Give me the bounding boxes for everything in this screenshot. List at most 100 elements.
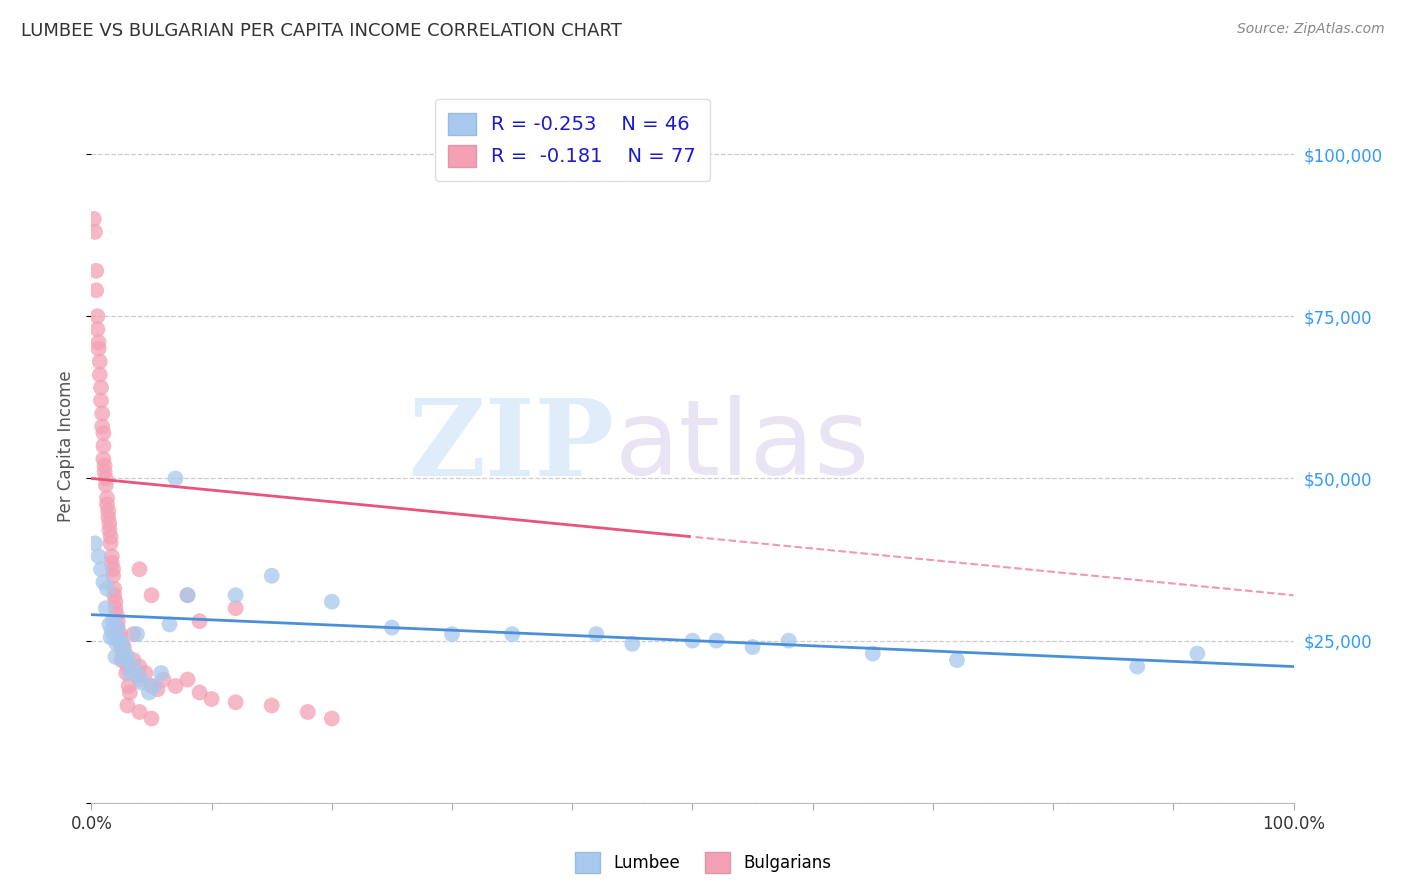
- Point: [125, 627, 148, 641]
- Point: [93, 452, 115, 467]
- Point: [101, 549, 124, 564]
- Point: [946, 653, 969, 667]
- Point: [90, 393, 112, 408]
- Point: [90, 562, 112, 576]
- Point: [225, 695, 247, 709]
- Point: [107, 621, 129, 635]
- Point: [108, 633, 131, 648]
- Point: [98, 617, 121, 632]
- Text: LUMBEE VS BULGARIAN PER CAPITA INCOME CORRELATION CHART: LUMBEE VS BULGARIAN PER CAPITA INCOME CO…: [21, 22, 621, 40]
- Point: [176, 588, 198, 602]
- Point: [128, 705, 150, 719]
- Point: [110, 633, 132, 648]
- Point: [101, 556, 124, 570]
- Point: [86, 310, 108, 324]
- Point: [138, 685, 160, 699]
- Point: [117, 649, 139, 664]
- Point: [98, 516, 121, 531]
- Point: [110, 653, 132, 667]
- Point: [188, 614, 211, 628]
- Point: [93, 575, 115, 590]
- Point: [101, 624, 124, 638]
- Point: [97, 504, 120, 518]
- Point: [117, 659, 139, 673]
- Point: [1187, 647, 1209, 661]
- Point: [94, 471, 117, 485]
- Point: [114, 653, 136, 667]
- Text: Source: ZipAtlas.com: Source: ZipAtlas.com: [1237, 22, 1385, 37]
- Point: [165, 679, 187, 693]
- Point: [706, 633, 728, 648]
- Point: [188, 685, 211, 699]
- Point: [112, 640, 135, 654]
- Point: [93, 465, 115, 479]
- Point: [741, 640, 763, 654]
- Legend: Lumbee, Bulgarians: Lumbee, Bulgarians: [568, 846, 838, 880]
- Point: [201, 692, 224, 706]
- Point: [176, 588, 198, 602]
- Point: [225, 588, 247, 602]
- Point: [87, 342, 110, 356]
- Point: [93, 425, 115, 440]
- Point: [165, 471, 187, 485]
- Point: [100, 631, 122, 645]
- Point: [321, 595, 343, 609]
- Point: [297, 705, 319, 719]
- Point: [141, 711, 163, 725]
- Point: [100, 536, 122, 550]
- Point: [107, 614, 129, 628]
- Point: [84, 283, 107, 297]
- Point: [98, 524, 121, 538]
- Point: [225, 601, 247, 615]
- Point: [260, 698, 283, 713]
- Point: [103, 582, 125, 596]
- Point: [118, 666, 141, 681]
- Point: [107, 627, 129, 641]
- Point: [103, 631, 125, 645]
- Point: [128, 562, 150, 576]
- Point: [96, 497, 118, 511]
- Point: [87, 335, 110, 350]
- Point: [87, 549, 110, 564]
- Point: [86, 322, 108, 336]
- Point: [94, 601, 117, 615]
- Point: [105, 637, 128, 651]
- Point: [104, 601, 127, 615]
- Point: [111, 637, 134, 651]
- Legend: R = -0.253    N = 46, R =  -0.181    N = 77: R = -0.253 N = 46, R = -0.181 N = 77: [434, 99, 710, 181]
- Point: [89, 354, 111, 368]
- Point: [122, 627, 145, 641]
- Point: [131, 675, 153, 690]
- Point: [440, 627, 463, 641]
- Point: [176, 673, 198, 687]
- Point: [114, 647, 136, 661]
- Point: [146, 682, 169, 697]
- Point: [110, 640, 132, 654]
- Point: [141, 679, 163, 693]
- Point: [96, 582, 118, 596]
- Point: [134, 666, 156, 681]
- Point: [110, 627, 132, 641]
- Point: [1126, 659, 1149, 673]
- Point: [128, 673, 150, 687]
- Point: [93, 458, 115, 473]
- Point: [89, 368, 111, 382]
- Point: [142, 679, 165, 693]
- Point: [159, 617, 181, 632]
- Point: [778, 633, 800, 648]
- Point: [104, 649, 127, 664]
- Y-axis label: Per Capita Income: Per Capita Income: [58, 370, 76, 522]
- Point: [115, 666, 138, 681]
- Point: [621, 637, 644, 651]
- Point: [122, 653, 145, 667]
- Point: [84, 264, 107, 278]
- Point: [117, 698, 139, 713]
- Point: [122, 659, 145, 673]
- Point: [128, 669, 150, 683]
- Point: [141, 588, 163, 602]
- Point: [150, 666, 173, 681]
- Point: [101, 614, 124, 628]
- Point: [100, 530, 122, 544]
- Point: [84, 225, 107, 239]
- Point: [112, 653, 135, 667]
